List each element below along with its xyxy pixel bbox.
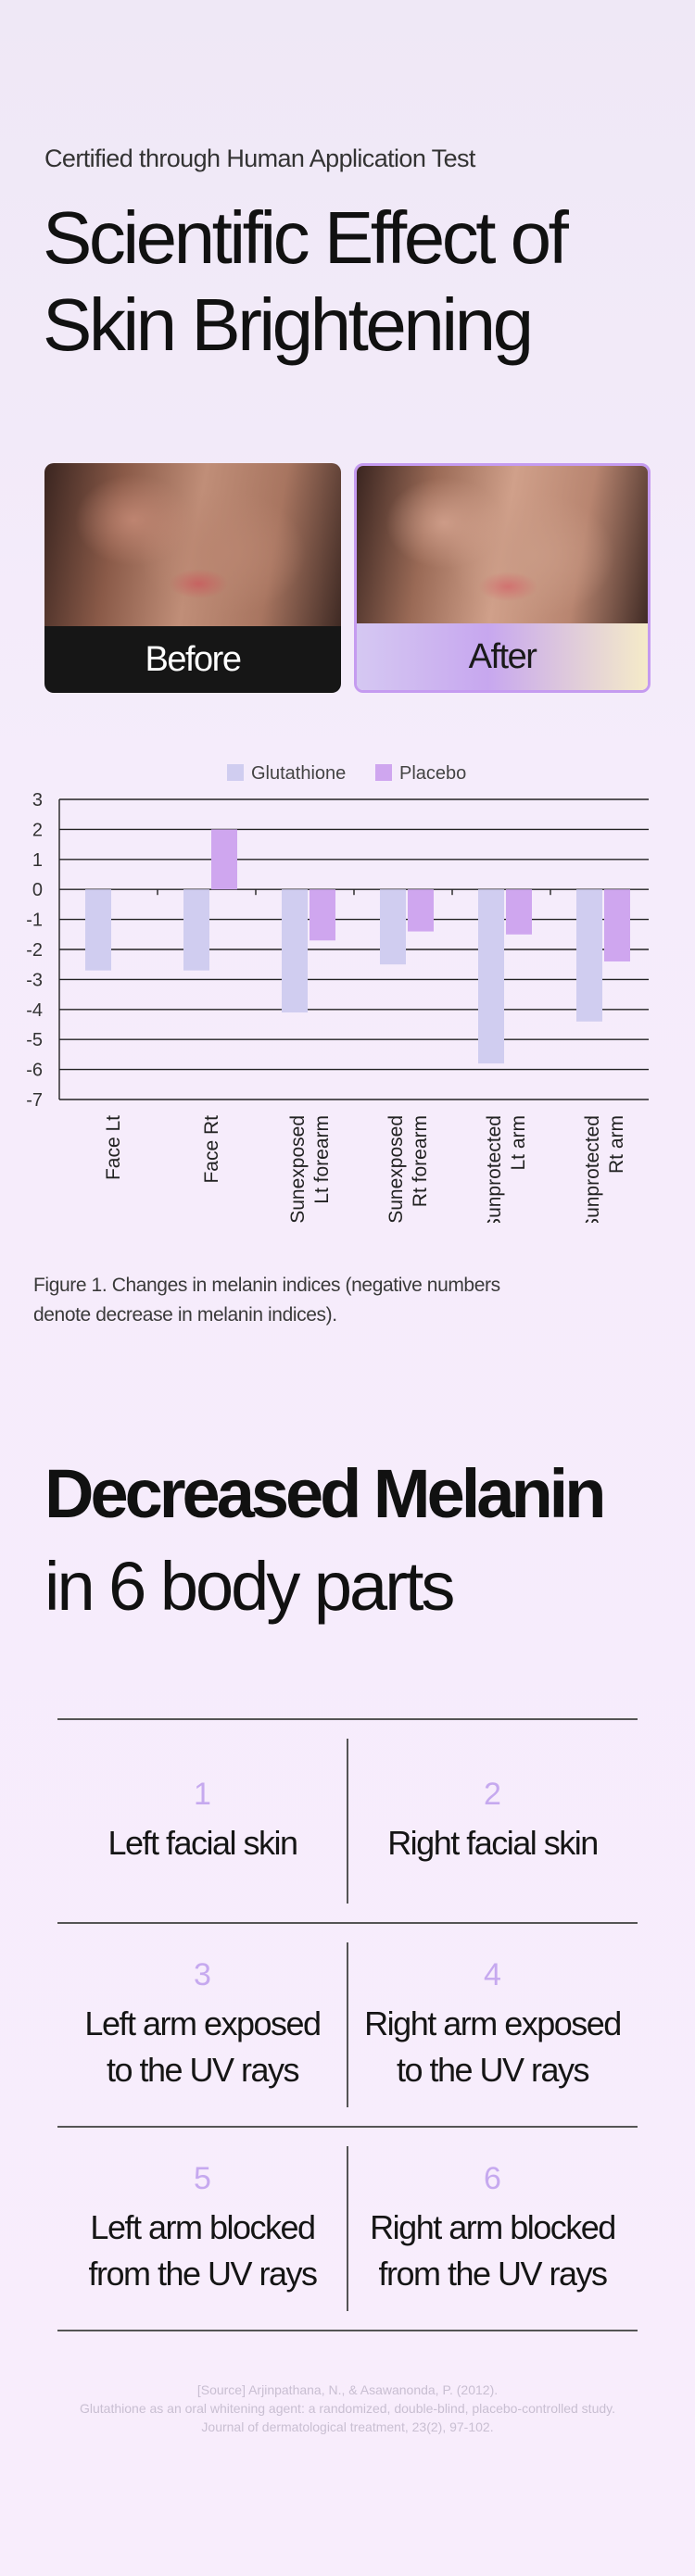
body-part-label: Left arm blocked from the UV rays — [88, 2207, 318, 2293]
source-line: Journal of dermatological treatment, 23(… — [201, 2419, 494, 2434]
body-part-cell: 6 Right arm blocked from the UV rays — [348, 2161, 638, 2297]
bar-placebo — [310, 889, 335, 941]
bar-placebo — [506, 889, 532, 935]
source-citation: [Source] Arjinpathana, N., & Asawanonda,… — [0, 2381, 695, 2436]
x-category-label: Lt forearm — [311, 1115, 333, 1204]
grid-row: 3 Left arm exposed to the UV rays 4 Righ… — [57, 1924, 638, 2126]
divider — [347, 1942, 348, 2107]
body-part-label: Right arm blocked from the UV rays — [370, 2207, 616, 2293]
figure-caption: Figure 1. Changes in melanin indices (ne… — [33, 1275, 500, 1326]
y-tick-label: -1 — [26, 911, 43, 931]
y-tick-label: -7 — [26, 1090, 43, 1111]
bar-glutathione — [282, 889, 308, 1013]
bar-placebo — [408, 889, 434, 932]
after-face-image — [357, 466, 648, 629]
y-tick-label: -3 — [26, 970, 43, 990]
grid-row: 5 Left arm blocked from the UV rays 6 Ri… — [57, 2128, 638, 2330]
body-part-number: 6 — [484, 2160, 501, 2196]
x-category-label: Sunprotected — [582, 1115, 603, 1223]
x-category-label: Sunexposed — [287, 1115, 309, 1223]
body-part-number: 4 — [484, 1956, 501, 1992]
legend-label: Glutathione — [251, 763, 346, 784]
body-part-cell: 2 Right facial skin — [348, 1777, 638, 1866]
before-label: Before — [44, 626, 341, 693]
divider — [57, 1922, 638, 1924]
grid-row: 1 Left facial skin 2 Right facial skin — [57, 1720, 638, 1922]
section-title-normal: in 6 body parts — [44, 1548, 455, 1625]
body-part-cell: 1 Left facial skin — [57, 1777, 348, 1866]
bar-glutathione — [183, 889, 209, 971]
body-part-label: Left facial skin — [107, 1823, 298, 1862]
before-face-image — [44, 463, 341, 626]
source-line: [Source] Arjinpathana, N., & Asawanonda,… — [196, 2382, 499, 2397]
body-part-label: Right arm exposed to the UV rays — [364, 2004, 622, 2089]
after-label: After — [357, 623, 648, 690]
bar-glutathione — [85, 889, 111, 971]
page-title: Scientific Effect of Skin Brightening — [43, 196, 569, 366]
y-tick-label: 2 — [32, 820, 43, 840]
body-part-number: 5 — [194, 2160, 211, 2196]
body-part-number: 1 — [194, 1776, 211, 1812]
divider — [57, 2330, 638, 2331]
legend-swatch — [375, 764, 392, 781]
x-category-label: Sunprotected — [484, 1115, 505, 1223]
body-part-cell: 4 Right arm exposed to the UV rays — [348, 1957, 638, 2093]
bar-glutathione — [380, 889, 406, 965]
melanin-bar-chart: 3 2 1 0 -1 -2 -3 -4 -5 -6 -7 Face Lt Face Rt Sunexpos… — [26, 763, 649, 1223]
legend-swatch — [227, 764, 244, 781]
y-tick-label: -4 — [26, 1000, 43, 1021]
body-part-cell: 3 Left arm exposed to the UV rays — [57, 1957, 348, 2093]
x-category-label: Sunexposed — [385, 1115, 407, 1223]
x-category-label: Rt forearm — [410, 1115, 431, 1207]
bar-placebo — [211, 829, 237, 890]
divider — [57, 2126, 638, 2128]
divider — [347, 2146, 348, 2311]
bar-glutathione — [478, 889, 504, 1064]
before-photo: Before — [44, 463, 341, 693]
y-tick-label: 3 — [32, 790, 43, 810]
body-part-label: Left arm exposed to the UV rays — [84, 2004, 322, 2089]
after-photo: After — [354, 463, 651, 693]
divider — [57, 1718, 638, 1720]
y-tick-label: -5 — [26, 1030, 43, 1050]
page-subtitle: Certified through Human Application Test — [44, 145, 475, 172]
section-title-bold: Decreased Melanin — [44, 1455, 606, 1532]
y-tick-label: -6 — [26, 1061, 43, 1081]
divider — [347, 1739, 348, 1904]
y-tick-label: -2 — [26, 940, 43, 961]
body-parts-grid: 1 Left facial skin 2 Right facial skin 3… — [57, 1718, 638, 2331]
x-category-label: Lt arm — [508, 1115, 529, 1171]
y-tick-label: 0 — [32, 880, 43, 900]
source-line: Glutathione as an oral whitening agent: … — [80, 2401, 615, 2416]
bar-glutathione — [576, 889, 602, 1022]
body-part-number: 3 — [194, 1956, 211, 1992]
x-category-label: Face Lt — [103, 1115, 124, 1180]
x-category-label: Rt arm — [606, 1115, 627, 1174]
body-part-label: Right facial skin — [387, 1823, 599, 1862]
body-part-number: 2 — [484, 1776, 501, 1812]
body-part-cell: 5 Left arm blocked from the UV rays — [57, 2161, 348, 2297]
bar-placebo — [604, 889, 630, 961]
legend-label: Placebo — [399, 763, 466, 784]
y-tick-label: 1 — [32, 850, 43, 871]
x-category-label: Face Rt — [201, 1115, 222, 1184]
